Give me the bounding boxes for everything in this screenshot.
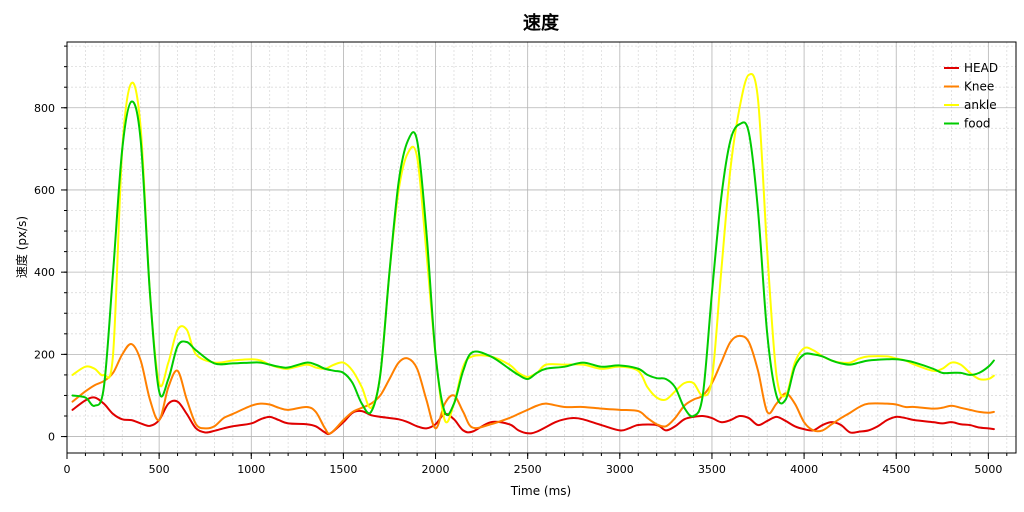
y-tick-label: 600: [34, 184, 55, 197]
x-tick-label: 3000: [606, 463, 634, 476]
y-tick-label: 800: [34, 102, 55, 115]
chart-title: 速度: [523, 12, 560, 34]
y-tick-label: 200: [34, 348, 55, 361]
x-tick-label: 500: [149, 463, 170, 476]
x-axis-label: Time (ms): [510, 484, 572, 498]
series-line-head: [71, 396, 995, 436]
legend-label-food: food: [964, 117, 991, 131]
x-tick-label: 2000: [422, 463, 450, 476]
x-tick-label: 1500: [329, 463, 357, 476]
x-tick-label: 3500: [698, 463, 726, 476]
legend: HEAD Knee ankle food: [944, 61, 998, 131]
plot-area: 0 500 1000 1500 2000 2500 3000 3500 4000 4500 5000…: [34, 41, 1017, 476]
series-line-knee: [71, 334, 995, 435]
grid: [66, 42, 1016, 453]
x-tick-label: 4000: [790, 463, 818, 476]
y-tick-label: 400: [34, 266, 55, 279]
x-tick-label: 1000: [237, 463, 265, 476]
y-tick-label: 0: [48, 431, 55, 444]
y-axis-label: 速度 (px/s): [14, 216, 29, 278]
plot-frame: [66, 41, 1017, 454]
x-tick-label: 2500: [514, 463, 542, 476]
x-tick-label: 5000: [974, 463, 1002, 476]
series-lines: [71, 73, 995, 436]
x-tick-label: 4500: [882, 463, 910, 476]
x-tick-label: 0: [64, 463, 71, 476]
legend-label-head: HEAD: [964, 61, 998, 75]
axis-ticks: 0 500 1000 1500 2000 2500 3000 3500 4000 4500 5000…: [34, 45, 1008, 476]
legend-label-ankle: ankle: [964, 98, 997, 112]
legend-label-knee: Knee: [964, 80, 994, 94]
series-line-food: [71, 100, 995, 418]
